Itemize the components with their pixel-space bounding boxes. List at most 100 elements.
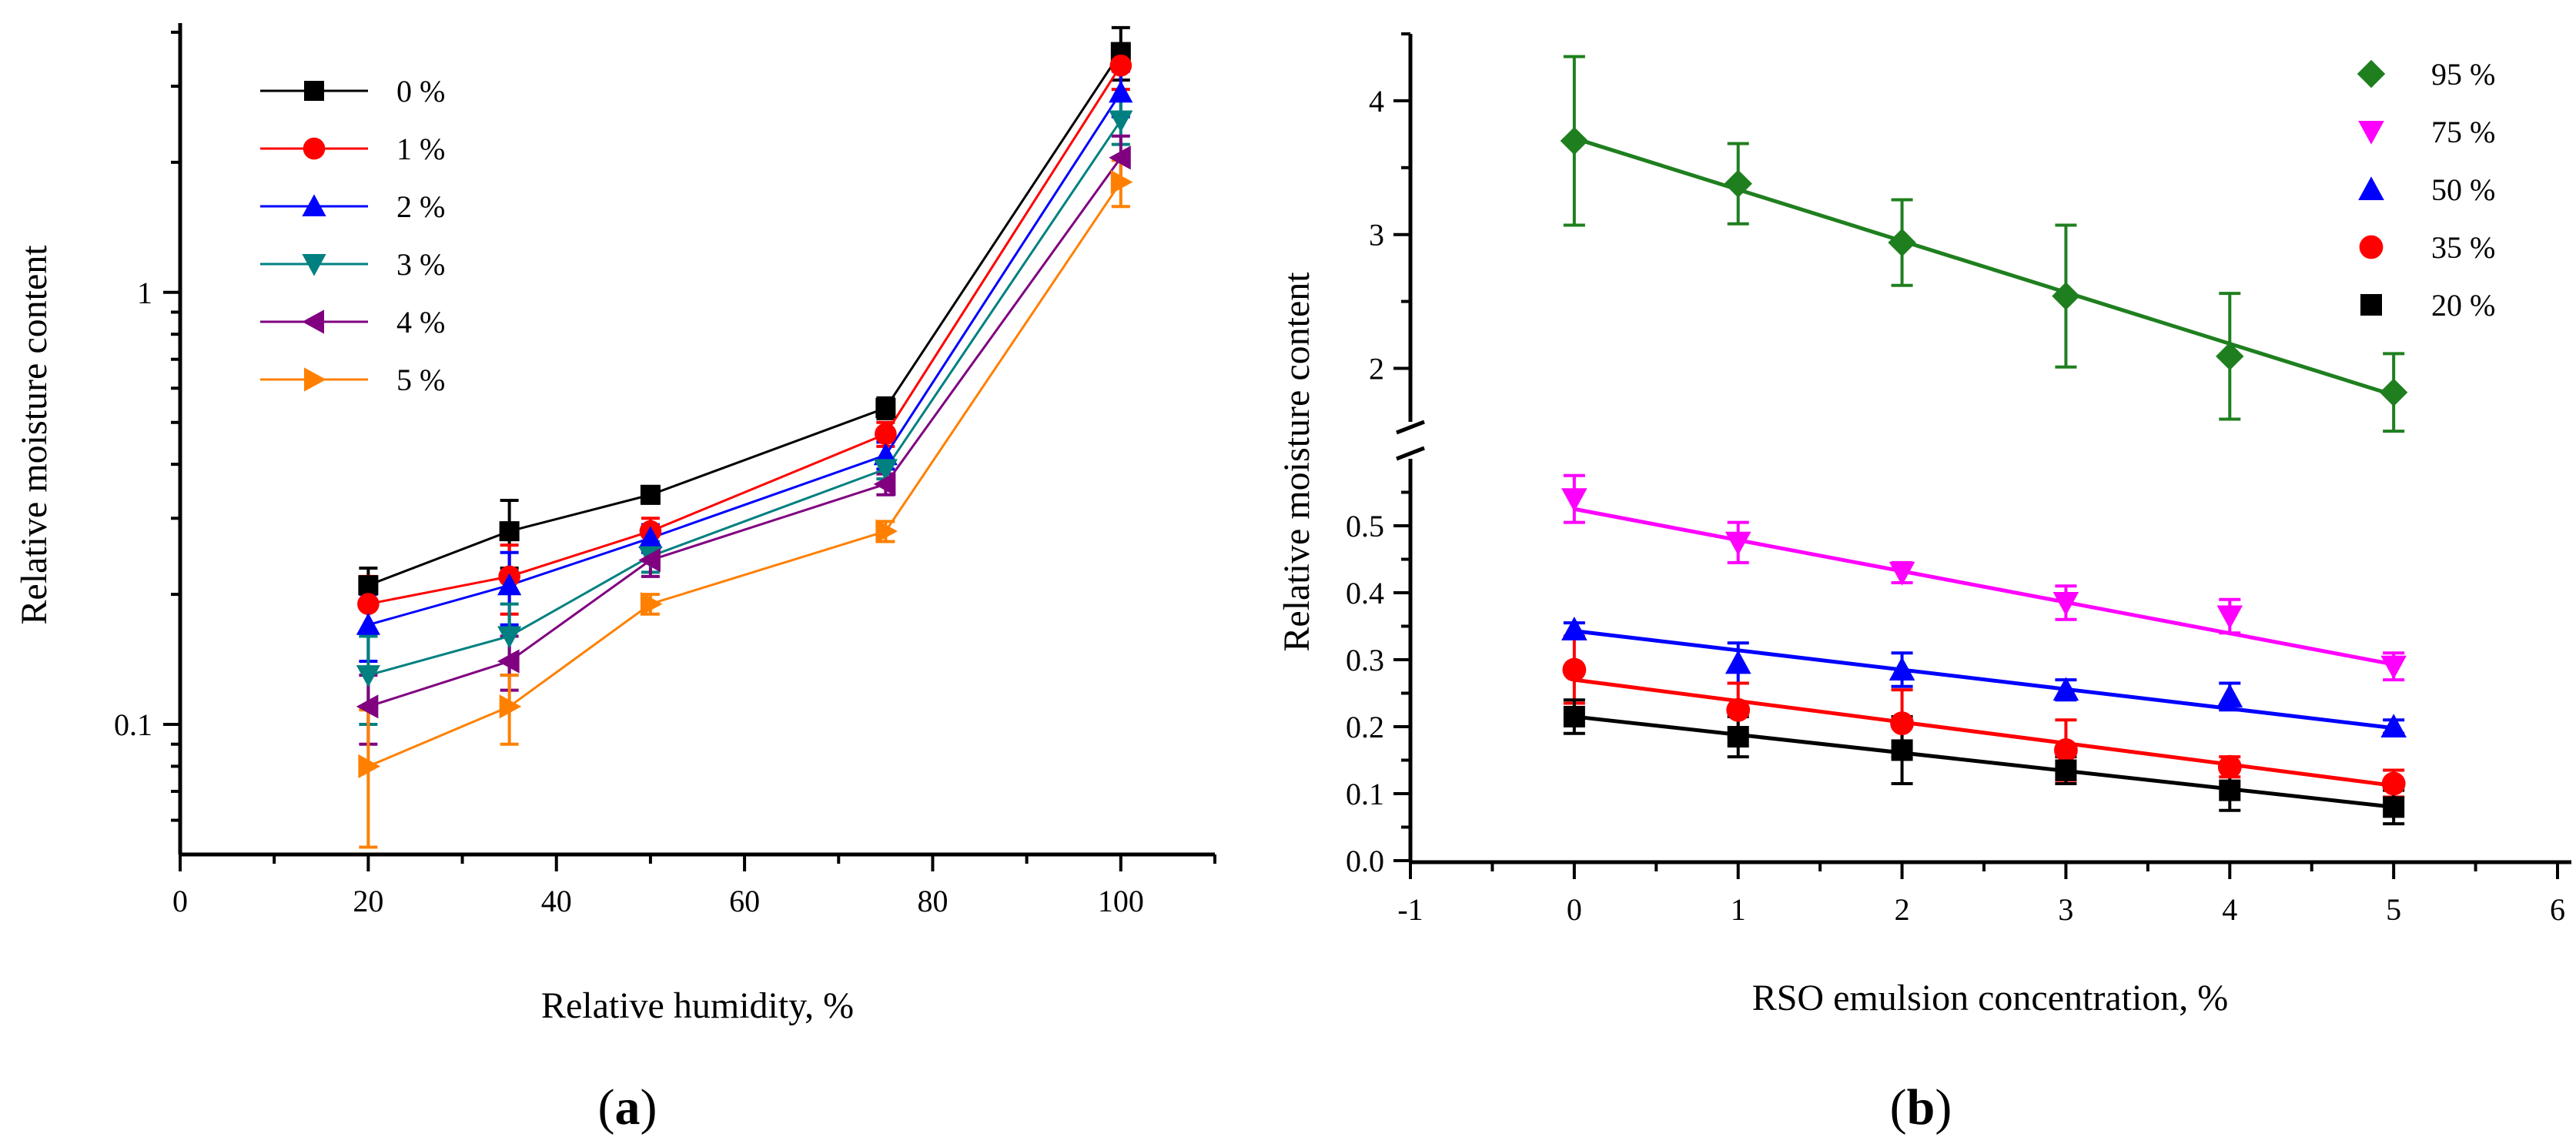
- legend-item: 0 %: [260, 74, 445, 109]
- y-tick-label: 1: [137, 276, 152, 310]
- y-tick-label: 0.4: [1346, 576, 1384, 610]
- panel-b-axis-break-mark: [1396, 446, 1425, 461]
- x-tick-label: 20: [353, 884, 383, 918]
- data-point: [1890, 711, 1914, 736]
- data-point: [497, 649, 520, 674]
- series-line-2pct: [367, 92, 1122, 627]
- legend-marker: [304, 367, 326, 392]
- data-point: [1724, 169, 1752, 198]
- data-point: [2052, 592, 2079, 616]
- legend-label: 4 %: [396, 305, 445, 339]
- data-point: [875, 423, 897, 446]
- data-point: [1560, 126, 1589, 155]
- data-point: [1563, 705, 1585, 727]
- x-tick-label: -1: [1397, 892, 1423, 927]
- data-point: [2216, 605, 2243, 630]
- legend-item: 4 %: [260, 305, 445, 339]
- data-point: [1889, 657, 1915, 681]
- legend-label: 20 %: [2431, 288, 2495, 323]
- series-line-4pct: [367, 156, 1122, 708]
- y-tick-label: 0.1: [1346, 777, 1384, 811]
- data-point: [1110, 169, 1133, 195]
- data-point: [2380, 655, 2407, 680]
- panel-b-caption: (b): [1890, 1079, 1952, 1135]
- fit-line: [1574, 677, 2394, 788]
- panel-a-chart: 0.1 1 0 20 40 60 80 100 0 % 1 % 2 % 3 % 4 % 5 % Rel…: [14, 23, 1216, 1135]
- data-point: [1561, 488, 1587, 512]
- x-tick-label: 5: [2386, 892, 2401, 927]
- panel-b-axis-break-mark: [1396, 420, 1425, 435]
- legend-label: 50 %: [2431, 172, 2495, 207]
- panel-a-caption: (a): [598, 1079, 657, 1135]
- data-point: [497, 573, 522, 596]
- x-tick-label: 60: [729, 884, 760, 918]
- data-point: [1109, 80, 1133, 103]
- x-tick-label: 0: [1567, 892, 1582, 927]
- data-point: [358, 754, 380, 779]
- data-point: [875, 397, 896, 418]
- y-tick-label: 2: [1369, 351, 1384, 386]
- x-tick-label: 100: [1098, 884, 1144, 918]
- data-point: [1562, 657, 1587, 682]
- data-point: [1725, 531, 1751, 556]
- y-tick-label: 0.2: [1346, 710, 1384, 744]
- data-point: [2379, 378, 2408, 406]
- x-tick-label: 4: [2222, 892, 2237, 927]
- legend-label: 3 %: [396, 247, 445, 282]
- data-point: [1725, 650, 1751, 674]
- legend-label: 35 %: [2431, 230, 2495, 265]
- fit-line: [1574, 629, 2394, 731]
- panel-b-y-axis-label: Relative moisture content: [1276, 272, 1317, 652]
- legend-label: 75 %: [2431, 115, 2495, 149]
- legend-marker: [2358, 121, 2384, 145]
- legend-item: 2 %: [260, 189, 445, 224]
- legend-marker: [302, 309, 324, 334]
- data-point: [1727, 726, 1749, 748]
- legend-marker: [303, 137, 326, 160]
- legend-marker: [302, 194, 326, 216]
- data-point: [640, 591, 663, 617]
- series-line-1pct: [368, 65, 1122, 606]
- x-tick-label: 6: [2550, 892, 2565, 927]
- data-point: [358, 575, 379, 596]
- legend-item: 50 %: [2358, 172, 2495, 207]
- legend-marker: [2360, 294, 2382, 316]
- data-point: [2217, 754, 2242, 779]
- legend-marker: [302, 254, 326, 276]
- data-point: [356, 613, 380, 635]
- x-tick-label: 2: [1895, 892, 1910, 927]
- y-tick-label: 0.3: [1346, 643, 1384, 677]
- fit-line: [1574, 714, 2394, 809]
- data-point: [356, 665, 380, 687]
- data-point: [2383, 796, 2405, 818]
- data-point: [875, 519, 898, 543]
- data-point: [2381, 771, 2406, 796]
- legend-item: 1 %: [260, 132, 445, 166]
- legend-marker: [2357, 59, 2386, 89]
- legend-item: 75 %: [2358, 115, 2495, 149]
- data-point: [356, 694, 379, 719]
- data-point: [638, 526, 663, 548]
- data-point: [499, 694, 522, 719]
- legend-item: 3 %: [260, 247, 445, 282]
- data-point: [2216, 684, 2243, 707]
- data-point: [1561, 617, 1587, 640]
- x-tick-label: 40: [541, 884, 572, 918]
- y-tick-label: 4: [1369, 84, 1384, 119]
- fit-line: [1574, 507, 2394, 667]
- panel-b-chart: 0.0 0.1 0.2 0.3 0.4 0.5 2 3 4 -1 0 1 2 3 4 5 6 95 % 75 %…: [1276, 32, 2571, 1135]
- panel-b-legend: 95 % 75 % 50 % 35 % 20 %: [2357, 57, 2495, 323]
- panel-a-caption-letter: a: [615, 1079, 641, 1135]
- data-point: [1889, 561, 1915, 586]
- data-point: [2380, 714, 2407, 737]
- data-point: [873, 472, 896, 497]
- data-point: [497, 626, 522, 649]
- x-tick-label: 80: [917, 884, 948, 918]
- data-point: [2055, 759, 2077, 781]
- data-point: [638, 548, 661, 573]
- x-tick-label: 1: [1731, 892, 1746, 927]
- legend-marker: [304, 81, 324, 101]
- data-point: [1109, 54, 1132, 77]
- x-tick-label: 3: [2058, 892, 2073, 927]
